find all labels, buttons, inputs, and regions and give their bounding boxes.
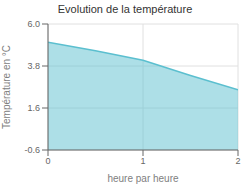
svg-text:3.8: 3.8 — [27, 61, 40, 71]
svg-text:1: 1 — [140, 156, 145, 166]
html-text:Evolution de la température: Evolution de la température — [57, 3, 193, 15]
svg-text:-0.6: -0.6 — [24, 145, 40, 155]
svg-text:1.6: 1.6 — [27, 103, 40, 113]
svg-text:0: 0 — [45, 156, 50, 166]
svg-text:6.0: 6.0 — [27, 19, 40, 29]
svg-text:2: 2 — [235, 156, 240, 166]
svg-text:heure par heure: heure par heure — [107, 173, 179, 184]
svg-text:Température en °C: Température en °C — [8, 45, 12, 129]
